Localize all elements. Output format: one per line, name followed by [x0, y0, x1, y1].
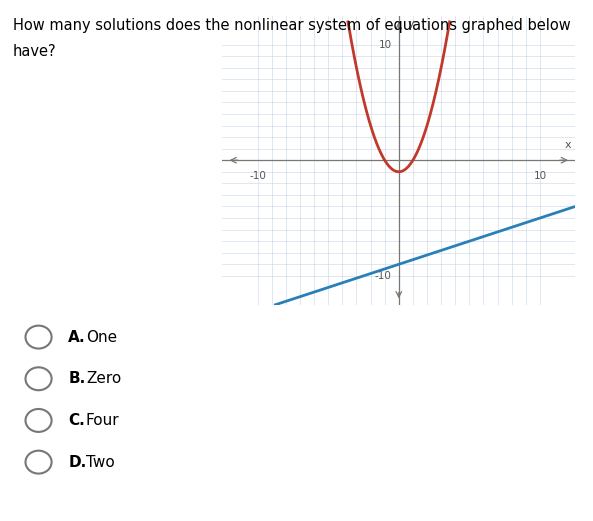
Text: D.: D. — [68, 455, 87, 469]
Text: Zero: Zero — [86, 371, 121, 386]
Text: x: x — [565, 140, 572, 150]
Text: -10: -10 — [249, 170, 266, 181]
Text: 10: 10 — [378, 40, 392, 49]
Text: A.: A. — [68, 330, 86, 344]
Text: One: One — [86, 330, 117, 344]
Text: C.: C. — [68, 413, 85, 428]
Text: How many solutions does the nonlinear system of equations graphed below: How many solutions does the nonlinear sy… — [13, 18, 571, 33]
Text: B.: B. — [68, 371, 85, 386]
Text: -10: -10 — [375, 271, 392, 281]
Text: y: y — [407, 19, 414, 29]
Text: 10: 10 — [533, 170, 547, 181]
Text: Four: Four — [86, 413, 120, 428]
Text: Two: Two — [86, 455, 114, 469]
Text: have?: have? — [13, 44, 57, 59]
